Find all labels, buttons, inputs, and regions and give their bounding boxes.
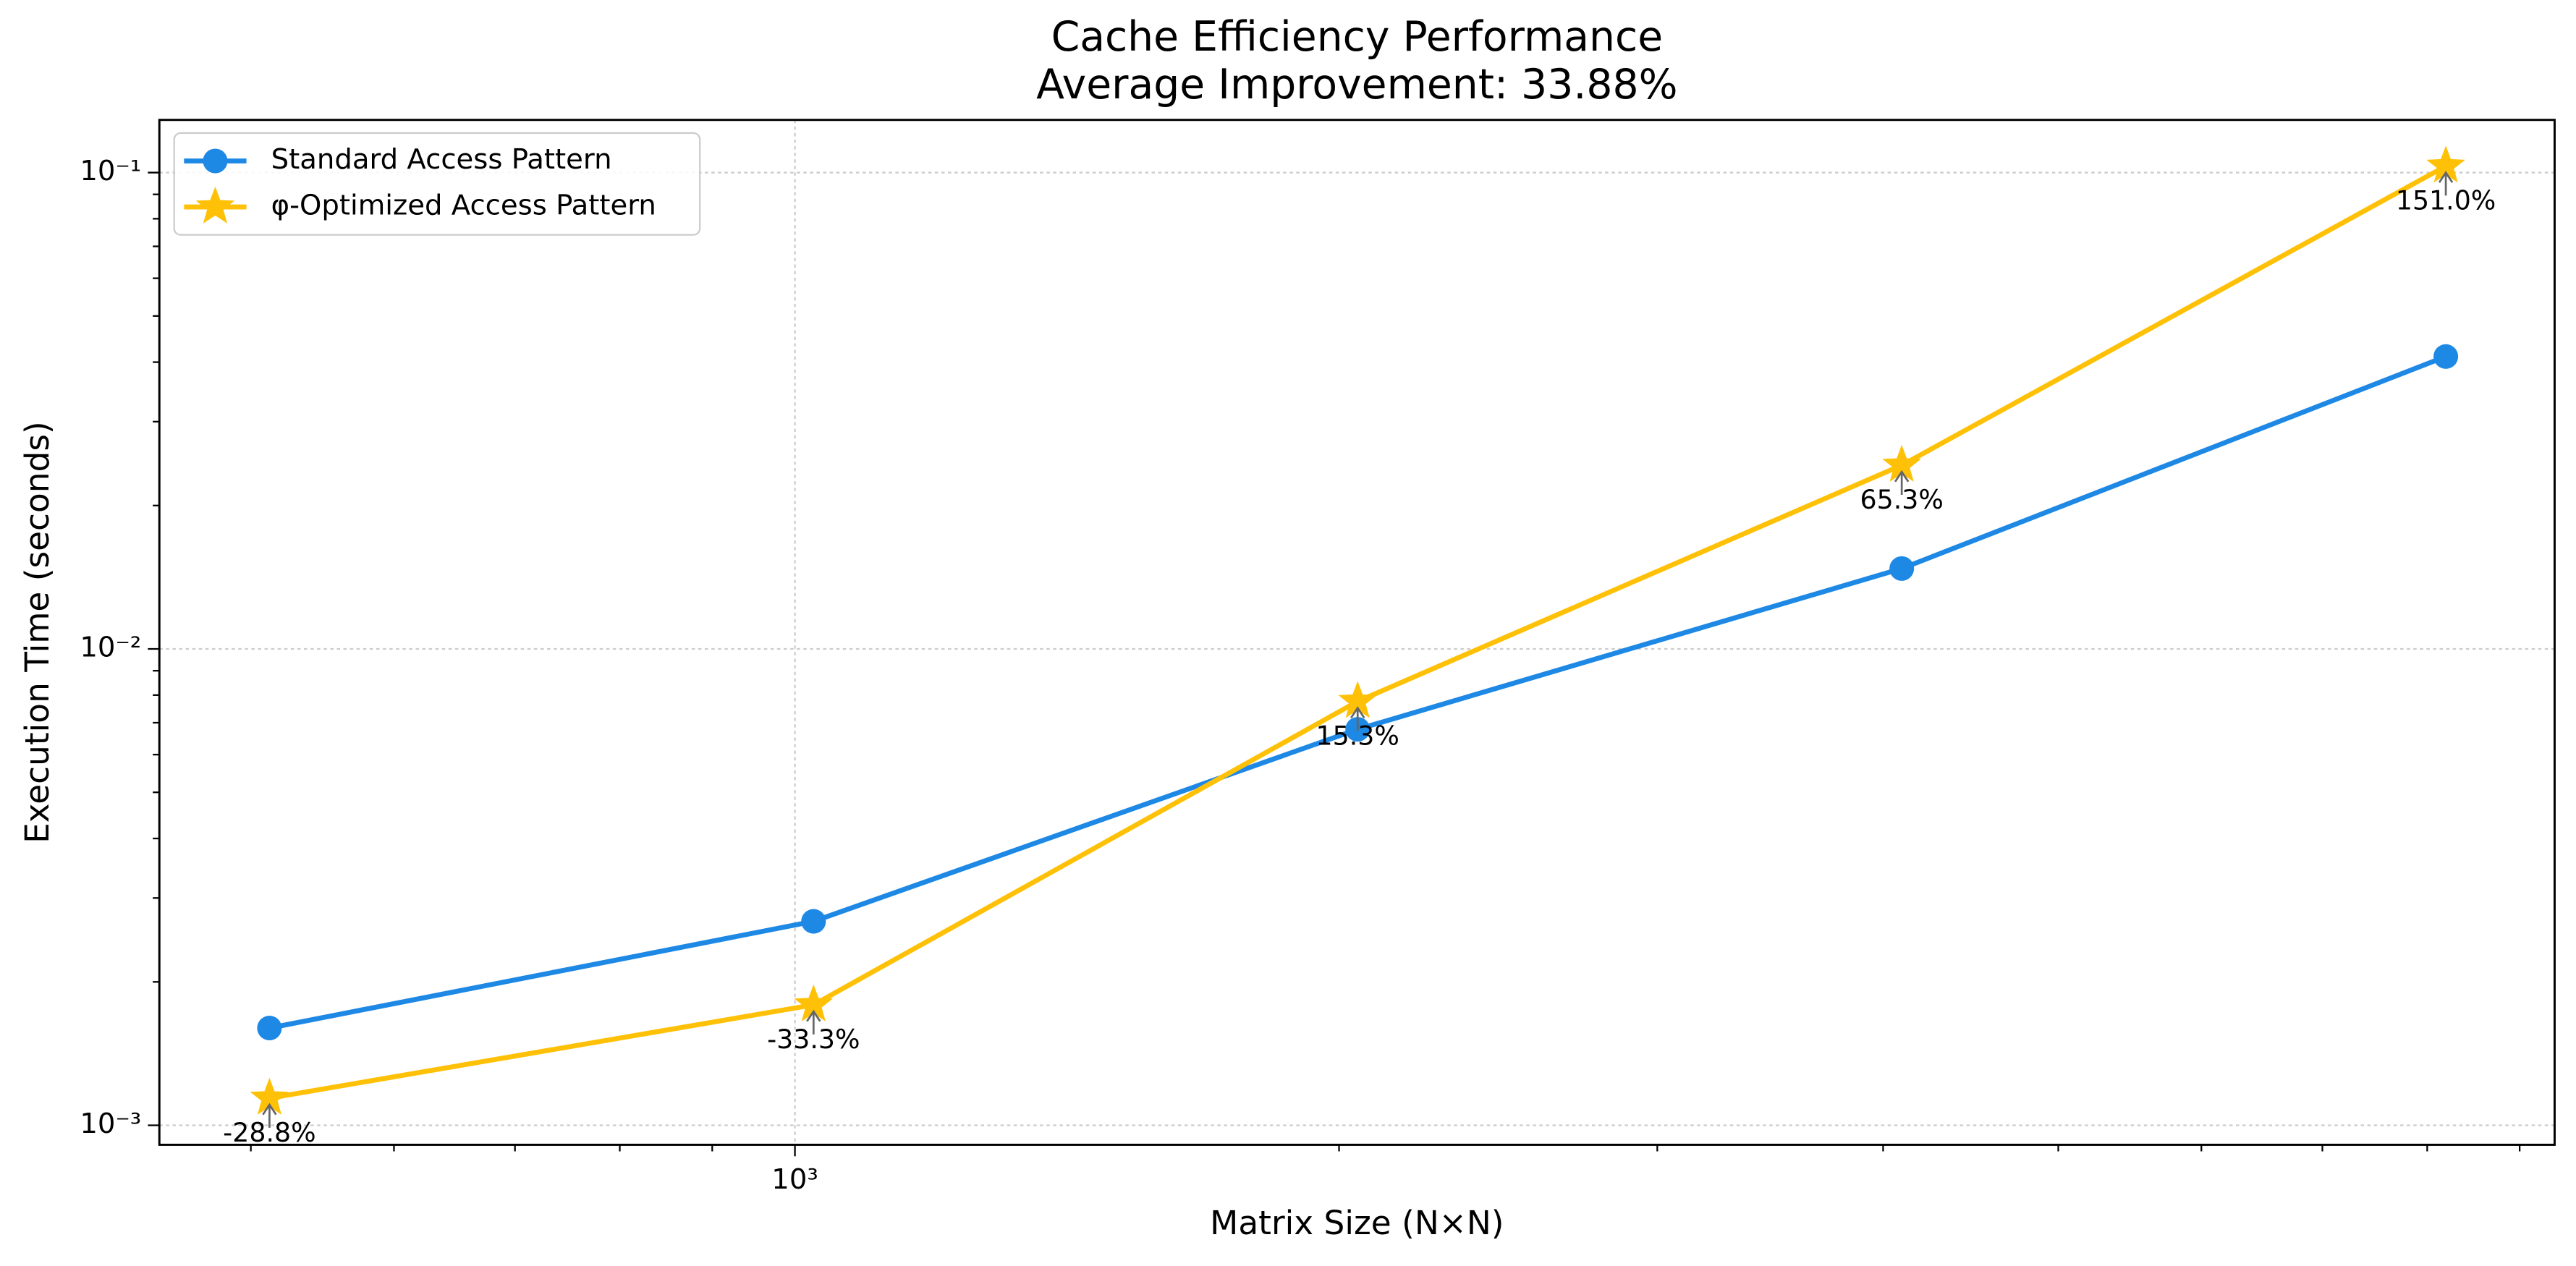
- annotation: -33.3%: [767, 1024, 860, 1055]
- circle-marker: [257, 1016, 282, 1041]
- circle-marker: [2433, 344, 2459, 369]
- legend: Standard Access Pattern φ-Optimized Acces…: [173, 132, 701, 236]
- x-axis-label: Matrix Size (N×N): [1210, 1204, 1504, 1242]
- annotation-arrow: [1350, 706, 1365, 731]
- annotation-arrow: [806, 1009, 821, 1035]
- annotation: 151.0%: [2396, 184, 2496, 216]
- annotation: 65.3%: [1860, 484, 1943, 515]
- y-tick-label: 10⁻¹: [80, 155, 141, 187]
- legend-label: φ-Optimized Access Pattern: [271, 190, 656, 222]
- circle-marker: [801, 909, 826, 934]
- annotation-arrow: [262, 1103, 277, 1128]
- annotation-arrow: [1894, 470, 1910, 495]
- legend-label: Standard Access Pattern: [271, 143, 612, 176]
- y-axis-label: Execution Time (seconds): [18, 421, 56, 844]
- annotation: 15.3%: [1316, 720, 1399, 751]
- circle-marker: [1889, 556, 1915, 581]
- annotation-arrow: [2438, 171, 2454, 196]
- plot-area: 10³ 10⁻³ 10⁻² 10⁻¹ -28.8% -33.3% 15.3% 65.3% 151…: [80, 119, 2556, 1196]
- chart-subtitle: Average Improvement: 33.88%: [1036, 61, 1677, 109]
- y-tick-label: 10⁻²: [80, 632, 141, 664]
- chart-title: Cache Efficiency Performance: [1051, 13, 1664, 61]
- circle-marker: [203, 148, 228, 174]
- x-tick-label: 10³: [771, 1163, 818, 1196]
- star-marker: [195, 186, 235, 224]
- y-tick-label: 10⁻³: [80, 1108, 141, 1140]
- plot-frame: [158, 119, 2556, 1146]
- legend-box: [173, 132, 701, 236]
- annotation: -28.8%: [223, 1117, 315, 1148]
